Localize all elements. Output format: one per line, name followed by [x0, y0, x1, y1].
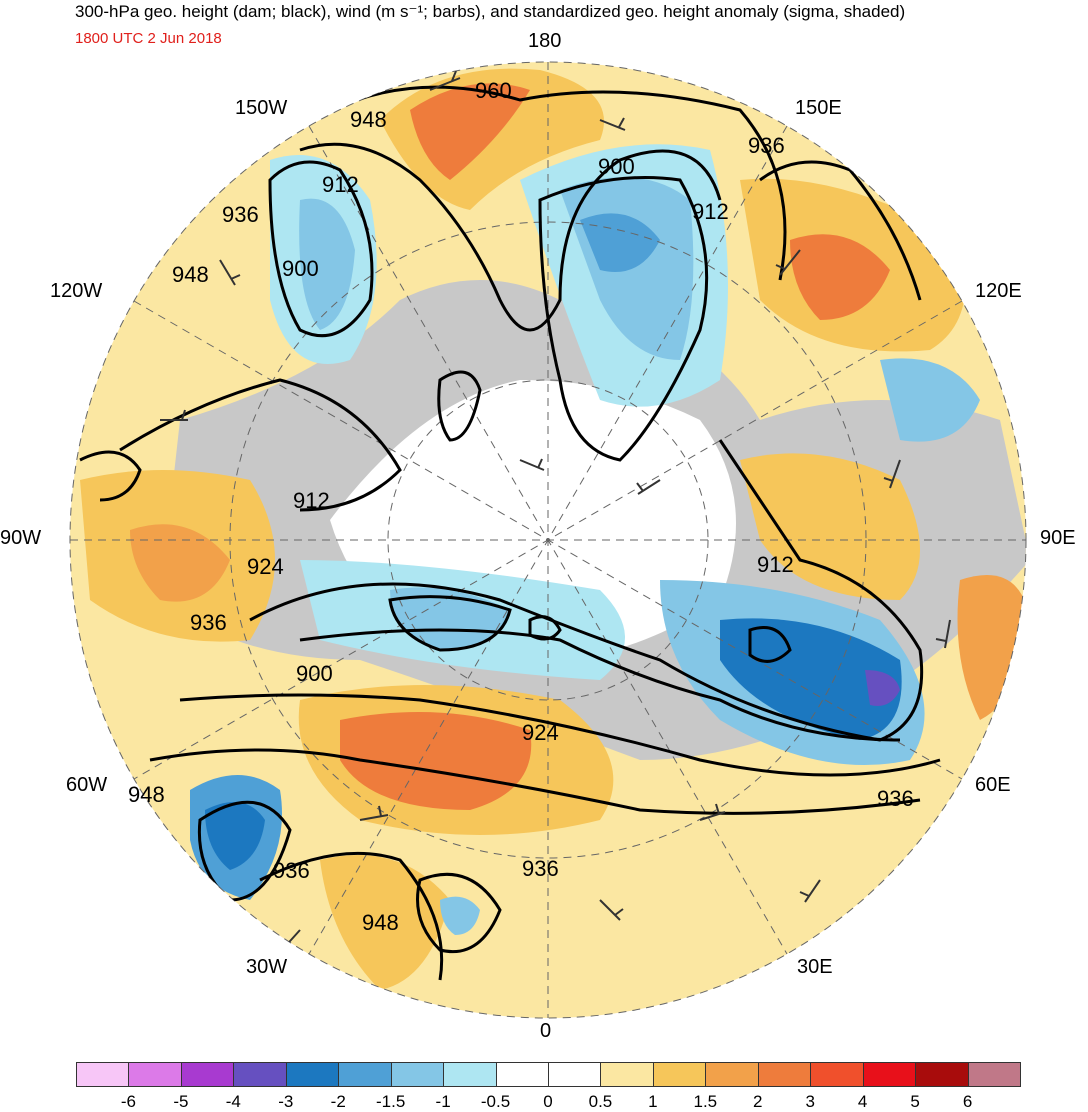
lon-label-90w: 90W — [0, 527, 42, 549]
lon-label-30w: 30W — [246, 956, 288, 978]
contour-label: 936 — [748, 133, 785, 158]
colorbar-tick-label: 4 — [857, 1092, 868, 1111]
colorbar-cell — [76, 1062, 130, 1087]
anomaly-shading — [70, 62, 1026, 1018]
contour-label-layer: 960 948 936 912 900 948 936 900 912 912 … — [128, 78, 914, 935]
contour-label: 912 — [322, 172, 359, 197]
colorbar-cell — [967, 1062, 1021, 1087]
contour-label: 912 — [692, 199, 729, 224]
colorbar-tick-label: -1 — [435, 1092, 451, 1111]
colorbar-cell — [652, 1062, 707, 1087]
contour-label: 948 — [350, 107, 387, 132]
lon-label-120e: 120E — [975, 280, 1022, 302]
colorbar-cell — [443, 1062, 497, 1087]
contour-label: 912 — [293, 488, 330, 513]
colorbar-tick-label: -0.5 — [480, 1092, 511, 1111]
contour-label: 912 — [757, 552, 794, 577]
lon-label-120w: 120W — [50, 280, 103, 302]
colorbar-tick-label: 5 — [910, 1092, 920, 1111]
colorbar-cell — [705, 1062, 759, 1087]
lon-label-60w: 60W — [66, 774, 108, 796]
lon-label-150e: 150E — [795, 97, 842, 119]
colorbar-tick-label: 0 — [543, 1092, 553, 1111]
lon-label-60e: 60E — [975, 774, 1011, 796]
lon-label-90e: 90E — [1040, 527, 1076, 549]
colorbar-cell — [915, 1062, 969, 1087]
colorbar-tick-label: -3 — [278, 1092, 294, 1111]
colorbar-cell — [757, 1062, 812, 1087]
contour-label: 948 — [172, 262, 209, 287]
colorbar-tick-label: -6 — [120, 1092, 136, 1111]
colorbar-tick-label: 3 — [805, 1092, 815, 1111]
contour-label: 936 — [522, 856, 559, 881]
colorbar-cell — [862, 1062, 917, 1087]
contour-label: 924 — [522, 720, 559, 745]
contour-label: 960 — [475, 78, 512, 103]
lon-label-180: 180 — [528, 30, 562, 52]
lon-label-0: 0 — [540, 1020, 552, 1042]
colorbar-cell — [128, 1062, 182, 1087]
lon-label-150w: 150W — [235, 97, 288, 119]
colorbar-cell — [180, 1062, 235, 1087]
colorbar-tick-label: -2 — [330, 1092, 346, 1111]
colorbar-cell — [548, 1062, 602, 1087]
colorbar-cell — [600, 1062, 654, 1087]
colorbar-tick-label: 6 — [962, 1092, 973, 1111]
contour-label: 936 — [273, 858, 310, 883]
contour-label: 924 — [247, 554, 284, 579]
colorbar-cell — [390, 1062, 445, 1087]
colorbar-tick-label: 0.5 — [588, 1092, 613, 1111]
map-title: 300-hPa geo. height (dam; black), wind (… — [75, 2, 906, 21]
colorbar-cell — [338, 1062, 392, 1087]
contour-label: 948 — [362, 910, 399, 935]
colorbar-tick-label: -4 — [225, 1092, 241, 1111]
colorbar-cell — [285, 1062, 340, 1087]
contour-label: 948 — [128, 782, 165, 807]
contour-label: 900 — [296, 661, 333, 686]
contour-label: 936 — [190, 610, 227, 635]
valid-time: 1800 UTC 2 Jun 2018 — [75, 30, 222, 47]
colorbar-cell — [810, 1062, 864, 1087]
colorbar-tick-label: -1.5 — [376, 1092, 406, 1111]
contour-label: 900 — [282, 256, 319, 281]
colorbar-cell — [495, 1062, 549, 1087]
colorbar-tick-label: 2 — [753, 1092, 763, 1111]
colorbar-tick-label: -5 — [173, 1092, 189, 1111]
height-contours — [79, 85, 941, 981]
colorbar-tick-label: 1.5 — [693, 1092, 718, 1111]
colorbar-cell — [233, 1062, 287, 1087]
contour-label: 936 — [877, 786, 914, 811]
colorbar-tick-label: 1 — [648, 1092, 658, 1111]
lon-label-30e: 30E — [797, 956, 833, 978]
contour-label: 936 — [222, 202, 259, 227]
contour-label: 900 — [598, 154, 635, 179]
